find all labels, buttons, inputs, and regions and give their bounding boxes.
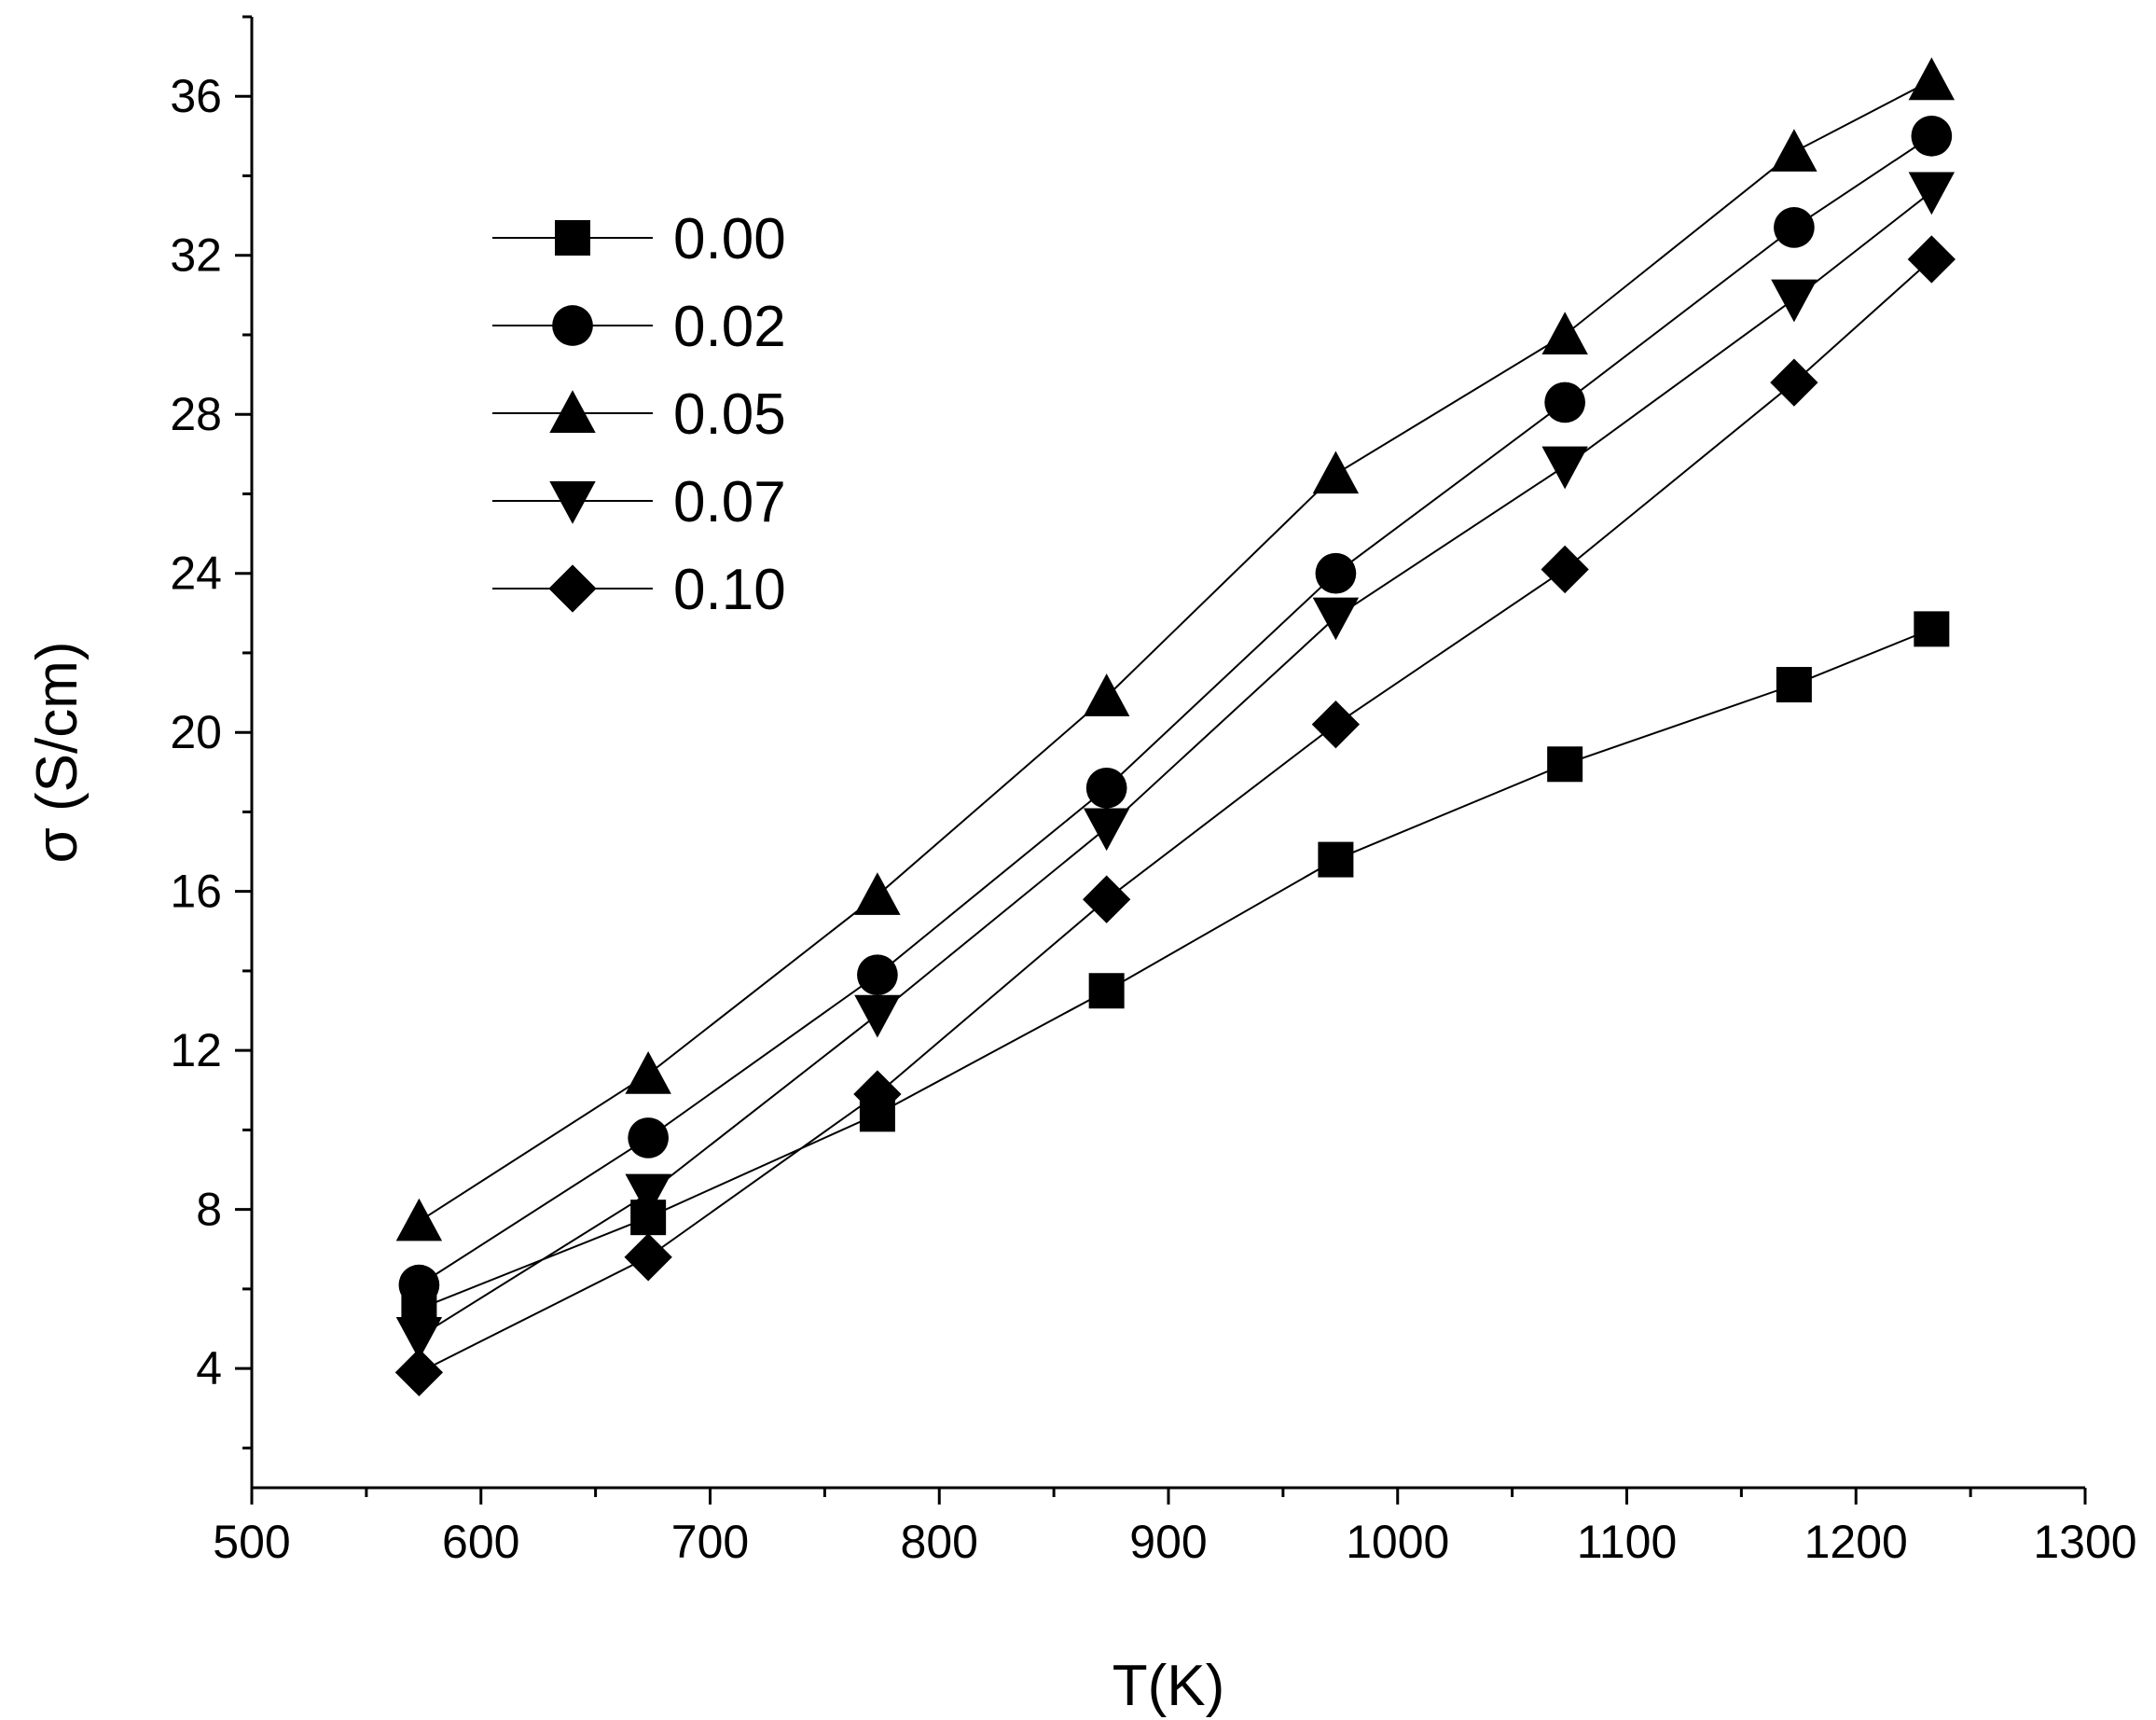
legend-label: 0.07 [673, 470, 786, 534]
data-point [398, 1264, 440, 1306]
y-tick-label: 28 [170, 388, 222, 440]
x-tick-label: 1200 [1804, 1516, 1908, 1568]
y-tick-label: 16 [170, 866, 222, 918]
y-tick-label: 36 [170, 70, 222, 122]
data-point [1770, 358, 1818, 407]
legend-marker [549, 481, 596, 524]
data-point [1771, 279, 1817, 323]
y-tick-label: 8 [196, 1184, 222, 1236]
data-point [1908, 172, 1956, 215]
data-point [1088, 973, 1125, 1009]
data-point [1541, 312, 1588, 354]
legend-marker [549, 390, 596, 433]
data-point [1315, 552, 1357, 594]
x-tick-label: 1300 [2033, 1516, 2136, 1568]
y-tick-label: 24 [170, 548, 222, 600]
legend-label: 0.05 [673, 382, 786, 447]
x-tick-label: 1000 [1346, 1516, 1449, 1568]
series-0.10 [394, 235, 1956, 1397]
data-point [395, 1198, 443, 1241]
data-point [625, 1051, 671, 1094]
legend-entry: 0.07 [492, 470, 786, 534]
data-point [394, 1348, 444, 1397]
series-line [418, 258, 1933, 1374]
data-point [1776, 667, 1812, 703]
data-point [1311, 700, 1361, 749]
data-point [1312, 597, 1360, 641]
data-point [1907, 235, 1956, 284]
x-tick-label: 700 [671, 1516, 749, 1568]
legend: 0.00 0.02 0.05 0.07 0.10 [492, 207, 786, 622]
data-point [857, 954, 898, 996]
data-point [395, 1317, 443, 1360]
legend-entry: 0.10 [492, 558, 786, 622]
legend-marker [552, 305, 593, 346]
data-point [624, 1233, 672, 1282]
data-point [853, 1070, 902, 1118]
legend-label: 0.00 [673, 207, 786, 271]
legend-marker [548, 564, 597, 613]
legend-entry: 0.02 [492, 295, 786, 359]
series-0.02 [398, 116, 1953, 1306]
data-point [854, 872, 901, 915]
y-tick-label: 12 [170, 1024, 222, 1076]
x-axis-ticks: 500 600 700 800 900 1000 1100 1200 1300 [213, 1488, 2137, 1568]
series-line [418, 135, 1932, 1286]
data-point [1547, 746, 1583, 783]
x-axis-title: T(K) [1113, 1654, 1225, 1718]
legend-entry: 0.00 [492, 207, 786, 271]
series-line [418, 79, 1932, 1223]
series-0.00 [401, 611, 1950, 1327]
legend-label: 0.02 [673, 295, 786, 359]
series-line [418, 190, 1932, 1338]
data-point [625, 1173, 671, 1217]
series-line [419, 628, 1932, 1311]
data-point [1082, 875, 1131, 923]
data-point [1312, 451, 1360, 494]
data-point [1083, 673, 1130, 716]
data-point [1774, 207, 1815, 248]
data-point [1908, 57, 1956, 101]
data-point [1318, 841, 1354, 878]
x-tick-label: 500 [213, 1516, 290, 1568]
y-axis-title: σ (S/cm) [25, 641, 90, 863]
plot-series [394, 57, 1956, 1397]
data-point [854, 994, 901, 1038]
data-point [628, 1117, 669, 1158]
y-tick-label: 4 [196, 1342, 222, 1394]
data-point [1771, 129, 1817, 172]
series-0.05 [395, 57, 1956, 1241]
x-tick-label: 600 [442, 1516, 519, 1568]
y-axis-ticks: 4 8 12 16 20 24 28 32 36 [170, 15, 252, 1450]
data-point [1085, 768, 1127, 809]
data-point [1544, 381, 1585, 423]
y-tick-label: 32 [170, 229, 222, 282]
y-tick-label: 20 [170, 706, 222, 758]
x-tick-label: 900 [1129, 1516, 1207, 1568]
data-point [1083, 808, 1130, 852]
x-tick-label: 800 [901, 1516, 978, 1568]
legend-marker [555, 220, 590, 256]
legend-entry: 0.05 [492, 382, 786, 447]
data-point [1914, 611, 1950, 647]
data-point [1911, 116, 1953, 157]
x-tick-label: 1100 [1577, 1516, 1678, 1568]
series-0.07 [395, 172, 1956, 1360]
data-point [1541, 545, 1589, 594]
legend-label: 0.10 [673, 558, 786, 622]
data-point [1541, 446, 1588, 490]
